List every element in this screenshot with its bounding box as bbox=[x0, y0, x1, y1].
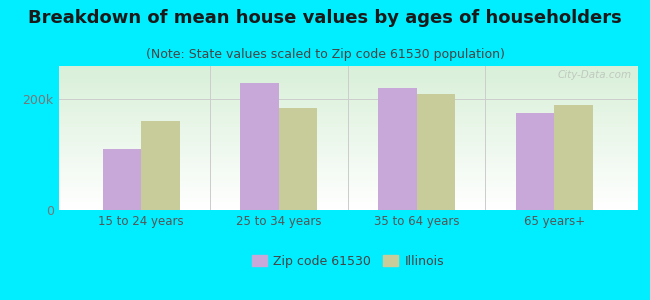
Bar bbox=[516, 113, 554, 210]
Bar bbox=[554, 105, 593, 210]
Bar bbox=[240, 82, 279, 210]
Bar bbox=[417, 94, 455, 210]
Text: Breakdown of mean house values by ages of householders: Breakdown of mean house values by ages o… bbox=[28, 9, 622, 27]
Bar bbox=[378, 88, 417, 210]
Bar bbox=[141, 122, 179, 210]
Text: City-Data.com: City-Data.com bbox=[557, 70, 631, 80]
Bar bbox=[279, 107, 317, 210]
Legend: Zip code 61530, Illinois: Zip code 61530, Illinois bbox=[246, 250, 449, 273]
Text: (Note: State values scaled to Zip code 61530 population): (Note: State values scaled to Zip code 6… bbox=[146, 48, 504, 61]
Bar bbox=[103, 149, 141, 210]
